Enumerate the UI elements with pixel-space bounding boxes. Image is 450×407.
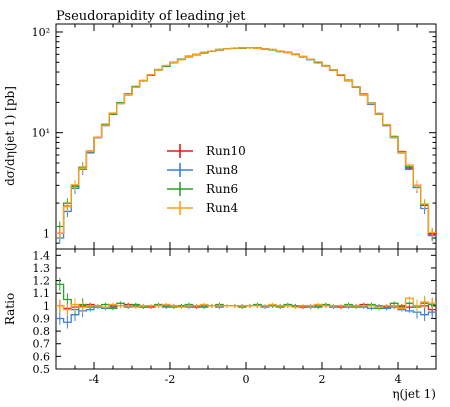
ratio-tick-label: 1.2 [33, 275, 51, 288]
y-tick-label: 1 [43, 227, 50, 240]
ratio-tick-label: 0.5 [33, 363, 51, 376]
series-line-run10 [56, 47, 436, 236]
ratio-series [56, 278, 436, 329]
legend-label-run4: Run4 [206, 201, 238, 215]
x-tick-label: 4 [395, 373, 402, 386]
ratio-panel: -4 -2 0 2 4 0.50.60.70.80.911.11.21.31.4 [33, 248, 437, 386]
main-panel: 1 10¹ 10² [32, 23, 437, 250]
chart-title: Pseudorapidity of leading jet [56, 9, 246, 24]
y-tick-label: 10² [32, 26, 50, 39]
series-line-run8 [56, 47, 436, 239]
main-series [56, 46, 436, 244]
ratio-tick-label: 0.7 [33, 338, 51, 351]
series-line-run4 [56, 47, 436, 235]
ratio-tick-label: 0.9 [33, 312, 51, 325]
ratio-y-axis-label: Ratio [3, 293, 17, 325]
ratio-tick-label: 0.8 [33, 325, 51, 338]
x-axis-label: η(jet 1) [392, 387, 436, 401]
ratio-line-run4 [56, 297, 436, 311]
ratio-tick-label: 1.4 [33, 249, 51, 262]
series-line-run6 [56, 47, 436, 234]
legend-label-run8: Run8 [206, 163, 238, 177]
ratio-tick-label: 0.6 [33, 350, 51, 363]
x-tick-label: -4 [89, 373, 100, 386]
ratio-tick-label: 1.3 [33, 262, 51, 275]
legend-label-run10: Run10 [206, 144, 246, 158]
x-tick-label: -2 [165, 373, 176, 386]
main-ticks: 1 10¹ 10² [32, 24, 437, 250]
ratio-ticks: -4 -2 0 2 4 0.50.60.70.80.911.11.21.31.4 [33, 249, 437, 386]
legend-label-run6: Run6 [206, 182, 238, 196]
x-tick-label: 0 [243, 373, 250, 386]
ratio-tick-label: 1.1 [33, 287, 51, 300]
legend: Run10 Run8 Run6 Run4 [167, 144, 246, 215]
main-plot-frame [55, 23, 437, 250]
y-axis-label: dσ/dη(jet 1) [pb] [3, 86, 17, 186]
x-tick-label: 2 [319, 373, 326, 386]
ratio-tick-label: 1 [43, 300, 50, 313]
y-tick-label: 10¹ [32, 127, 50, 140]
